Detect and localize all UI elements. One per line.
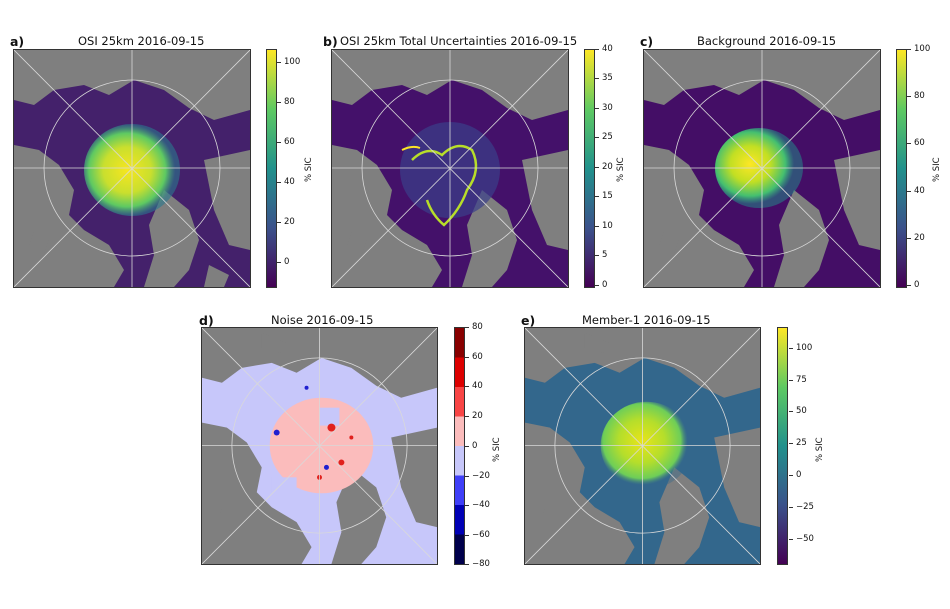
noise-strong-negative: [273, 385, 329, 470]
colorbar-tick: 20: [465, 411, 483, 421]
colorbar-label: % SIC: [492, 437, 502, 462]
graticule: [644, 50, 880, 287]
colorbar-c: [896, 49, 907, 288]
colorbar-tick: 20: [277, 217, 295, 227]
colorbar-tick: −60: [465, 530, 490, 540]
colorbar-tick: 25: [595, 132, 613, 142]
graticule: [525, 328, 760, 564]
colorbar-tick: −50: [789, 534, 814, 544]
colorbar-tick: 40: [595, 44, 613, 54]
colorbar-a: [266, 49, 277, 288]
land-mass: [525, 328, 760, 564]
colorbar-tick: −25: [789, 502, 814, 512]
panel-title: Noise 2016-09-15: [271, 313, 374, 327]
colorbar-tick: 100: [906, 44, 931, 54]
colorbar-tick: 100: [276, 57, 301, 67]
colorbar-label: % SIC: [304, 157, 314, 182]
panel-title: OSI 25km 2016-09-15: [78, 34, 205, 48]
colorbar-tick: 40: [465, 381, 483, 391]
panel-label: b): [323, 34, 338, 49]
graticule: [14, 50, 250, 287]
colorbar-tick: 75: [789, 375, 807, 385]
panel-title: Background 2016-09-15: [697, 34, 837, 48]
colorbar-d: [454, 327, 465, 565]
colorbar-tick: 80: [465, 322, 483, 332]
colorbar-tick: 20: [595, 162, 613, 172]
colorbar-tick: 60: [277, 137, 295, 147]
panel-label: c): [640, 34, 654, 49]
noise-negative-area: [271, 477, 297, 493]
panel-label: d): [199, 313, 214, 328]
panel-label: a): [10, 34, 25, 49]
colorbar-label: % SIC: [932, 157, 942, 182]
colorbar-label: % SIC: [616, 157, 626, 182]
map-e: [524, 327, 761, 565]
colorbar-tick: 40: [907, 186, 925, 196]
colorbar-tick: 5: [594, 250, 608, 260]
ice-edge-uncertainty: [401, 145, 421, 151]
colorbar-tick: 40: [277, 177, 295, 187]
colorbar-tick: 0: [788, 470, 802, 480]
colorbar-tick: 50: [789, 406, 807, 416]
colorbar-tick: 20: [907, 233, 925, 243]
graticule: [332, 50, 568, 287]
colorbar-tick: 0: [276, 257, 290, 267]
colorbar-tick: 100: [788, 343, 813, 353]
panel-title: Member-1 2016-09-15: [582, 313, 711, 327]
noise-negative-area: [319, 407, 340, 426]
colorbar-tick: −80: [465, 559, 490, 569]
colorbar-tick: 25: [789, 438, 807, 448]
colorbar-tick: 0: [594, 280, 608, 290]
colorbar-b: [584, 49, 595, 288]
panel-title: OSI 25km Total Uncertainties 2016-09-15: [340, 34, 578, 48]
map-b: [331, 49, 569, 288]
colorbar-tick: 80: [907, 91, 925, 101]
colorbar-tick: 0: [906, 280, 920, 290]
noise-strong-positive: [317, 423, 354, 480]
graticule: [202, 328, 437, 564]
colorbar-tick: −40: [465, 500, 490, 510]
colorbar-tick: 35: [595, 73, 613, 83]
colorbar-e: [777, 327, 788, 565]
colorbar-tick: −20: [465, 471, 490, 481]
colorbar-tick: 15: [595, 191, 613, 201]
colorbar-tick: 80: [277, 97, 295, 107]
ice-edge-uncertainty: [411, 144, 478, 227]
colorbar-tick: 30: [595, 103, 613, 113]
map-a: [13, 49, 251, 288]
map-d: [201, 327, 438, 565]
colorbar-tick: 60: [465, 352, 483, 362]
panel-label: e): [521, 313, 536, 328]
map-c: [643, 49, 881, 288]
colorbar-tick: 0: [464, 441, 478, 451]
colorbar-tick: 60: [907, 138, 925, 148]
colorbar-tick: 10: [595, 221, 613, 231]
colorbar-label: % SIC: [815, 437, 825, 462]
